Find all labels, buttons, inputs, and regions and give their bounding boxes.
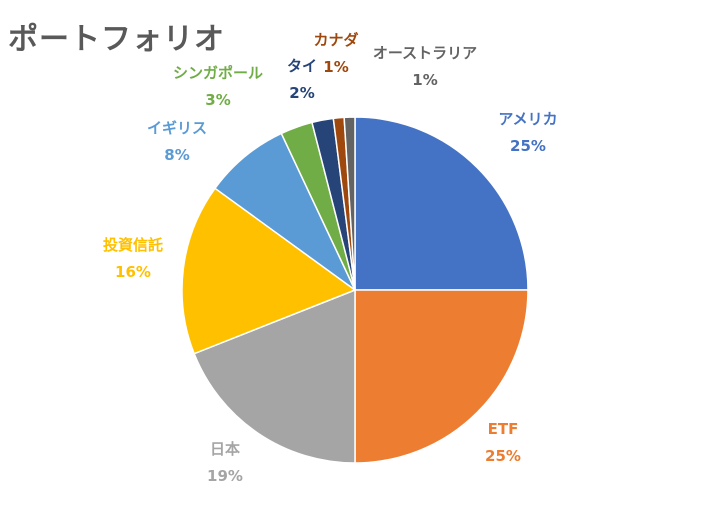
slice-label-name-4: イギリス bbox=[147, 119, 207, 137]
chart-title: ポートフォリオ bbox=[8, 22, 225, 57]
pie-slice-3 bbox=[181, 187, 357, 355]
slice-label-pct-6: 2% bbox=[289, 84, 314, 102]
slice-label-name-3: 投資信託 bbox=[103, 236, 163, 254]
slice-label-pct-7: 1% bbox=[323, 58, 348, 76]
slice-label-pct-0: 25% bbox=[510, 137, 546, 155]
slice-label-name-7: カナダ bbox=[313, 31, 358, 49]
slice-label-pct-5: 3% bbox=[205, 91, 230, 109]
pie-slice-1 bbox=[354, 289, 529, 464]
pie-slice-2 bbox=[193, 288, 356, 464]
slice-label-pct-2: 19% bbox=[207, 467, 243, 485]
slice-label-name-2: 日本 bbox=[210, 440, 240, 458]
slice-label-name-5: シンガポール bbox=[173, 64, 263, 82]
slice-label-name-1: ETF bbox=[488, 420, 519, 438]
slice-label-pct-1: 25% bbox=[485, 447, 521, 465]
slice-label-name-8: オーストラリア bbox=[373, 44, 477, 62]
slice-label-name-0: アメリカ bbox=[498, 110, 557, 128]
slice-label-pct-3: 16% bbox=[115, 263, 151, 281]
pie-slice-8 bbox=[343, 116, 356, 291]
pie-slice-0 bbox=[354, 116, 529, 291]
slice-label-pct-4: 8% bbox=[164, 146, 189, 164]
slice-label-name-6: タイ bbox=[287, 57, 317, 75]
slice-label-pct-8: 1% bbox=[412, 71, 437, 89]
